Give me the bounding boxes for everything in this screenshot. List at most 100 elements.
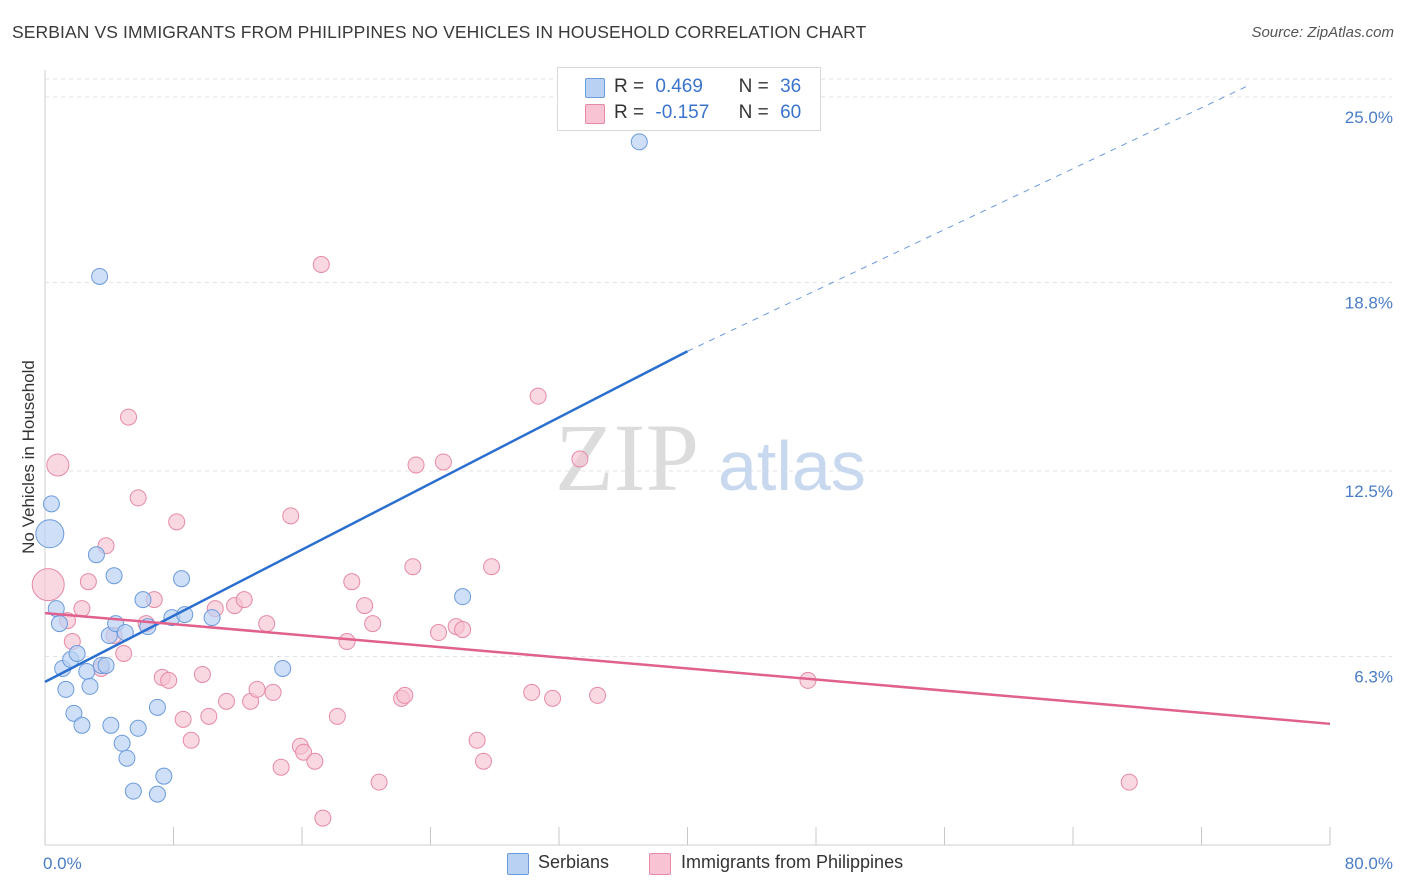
- data-point-philippines: [468, 731, 486, 749]
- data-point-philippines: [407, 456, 425, 474]
- data-point-philippines: [370, 773, 388, 791]
- data-point-serbians: [118, 749, 136, 767]
- legend-swatch-blue: [585, 78, 605, 98]
- data-point-philippines: [115, 644, 133, 662]
- y-tick-label: 6.3%: [1354, 667, 1393, 686]
- grid-lines: [45, 78, 1392, 657]
- data-point-serbians: [81, 677, 99, 695]
- trend-line-serbians: [44, 350, 689, 684]
- tick-labels: 6.3% 12.5% 18.8% 25.0% 0.0% 80.0%: [43, 108, 1393, 873]
- data-point-philippines: [544, 689, 562, 707]
- x-tick-label: 80.0%: [1345, 854, 1393, 873]
- watermark: ZIP atlas: [555, 404, 866, 511]
- data-point-serbians: [73, 716, 91, 734]
- legend-n-value: 60: [780, 102, 802, 123]
- data-point-philippines: [356, 597, 374, 615]
- data-point-philippines: [264, 683, 282, 701]
- legend-n-label: N =: [738, 76, 769, 97]
- legend-n-label: N =: [738, 102, 769, 123]
- data-point-serbians: [102, 716, 120, 734]
- x-tick-label: 0.0%: [43, 854, 82, 873]
- bottom-legend-swatch-pink: [649, 853, 671, 875]
- data-point-serbians: [57, 680, 75, 698]
- bottom-legend-philippines: Immigrants from Philippines: [681, 852, 904, 872]
- trend-line-serbians-extension: [687, 84, 1250, 352]
- trend-lines: [44, 84, 1331, 726]
- chart-title: SERBIAN VS IMMIGRANTS FROM PHILIPPINES N…: [12, 22, 867, 42]
- data-point-philippines: [272, 758, 290, 776]
- data-point-serbians: [124, 782, 142, 800]
- bottom-legend-serbians: Serbians: [538, 852, 610, 872]
- data-point-philippines: [314, 809, 332, 827]
- data-point-philippines: [571, 450, 589, 468]
- data-point-philippines: [338, 633, 356, 651]
- legend-r-value: -0.157: [655, 102, 710, 123]
- data-point-philippines: [1120, 773, 1138, 791]
- data-point-philippines: [235, 591, 253, 609]
- data-point-serbians: [134, 591, 152, 609]
- data-point-serbians: [113, 734, 131, 752]
- legend-row-philippines: R = -0.157 N = 60: [585, 102, 802, 126]
- series-philippines-points: [31, 255, 1138, 827]
- y-tick-label: 25.0%: [1345, 108, 1393, 127]
- data-point-philippines: [328, 707, 346, 725]
- data-point-philippines: [430, 624, 448, 642]
- legend: R = 0.469 N = 36 R = -0.157 N = 60: [557, 67, 821, 131]
- data-point-serbians: [78, 662, 96, 680]
- data-point-philippines: [396, 686, 414, 704]
- data-point-philippines: [200, 707, 218, 725]
- data-point-serbians: [50, 615, 68, 633]
- data-point-serbians: [42, 495, 60, 513]
- data-point-serbians: [35, 519, 65, 549]
- data-point-philippines: [434, 453, 452, 471]
- data-point-philippines: [589, 686, 607, 704]
- data-point-philippines: [248, 680, 266, 698]
- y-axis-label: No Vehicles in Household: [19, 360, 38, 554]
- data-point-philippines: [120, 408, 138, 426]
- data-point-serbians: [173, 570, 191, 588]
- data-point-serbians: [148, 698, 166, 716]
- data-point-serbians: [454, 588, 472, 606]
- data-point-philippines: [46, 453, 70, 477]
- data-point-serbians: [65, 704, 83, 722]
- data-point-philippines: [404, 558, 422, 576]
- legend-n-value: 36: [780, 76, 802, 97]
- data-point-philippines: [174, 710, 192, 728]
- data-point-philippines: [343, 573, 361, 591]
- data-point-serbians: [129, 719, 147, 737]
- data-point-philippines: [306, 752, 324, 770]
- watermark-atlas: atlas: [718, 427, 866, 505]
- y-tick-label: 12.5%: [1345, 482, 1393, 501]
- data-point-serbians: [203, 609, 221, 627]
- y-tick-label: 18.8%: [1345, 293, 1393, 312]
- series-serbians-points: [35, 133, 648, 803]
- source-label: Source: ZipAtlas.com: [1251, 24, 1394, 41]
- data-point-philippines: [483, 558, 501, 576]
- legend-r-value: 0.469: [655, 76, 703, 97]
- data-point-philippines: [523, 683, 541, 701]
- legend-swatch-pink: [585, 104, 605, 124]
- data-point-serbians: [274, 659, 292, 677]
- data-point-philippines: [182, 731, 200, 749]
- data-point-philippines: [218, 692, 236, 710]
- data-point-philippines: [31, 568, 65, 602]
- axes: [44, 70, 1331, 846]
- data-point-philippines: [282, 507, 300, 525]
- data-point-philippines: [312, 255, 330, 273]
- data-point-philippines: [193, 665, 211, 683]
- data-point-philippines: [79, 573, 97, 591]
- data-point-serbians: [87, 546, 105, 564]
- bottom-legend-swatch-blue: [507, 853, 529, 875]
- data-point-philippines: [454, 621, 472, 639]
- data-point-philippines: [168, 513, 186, 531]
- data-point-serbians: [630, 133, 648, 151]
- legend-row-serbians: R = 0.469 N = 36: [585, 76, 802, 100]
- data-point-philippines: [129, 489, 147, 507]
- data-point-serbians: [105, 567, 123, 585]
- data-point-serbians: [91, 267, 109, 285]
- trend-line-philippines: [44, 611, 1331, 726]
- legend-r-label: R =: [614, 102, 645, 123]
- data-point-philippines: [73, 600, 91, 618]
- legend-r-label: R =: [614, 76, 645, 97]
